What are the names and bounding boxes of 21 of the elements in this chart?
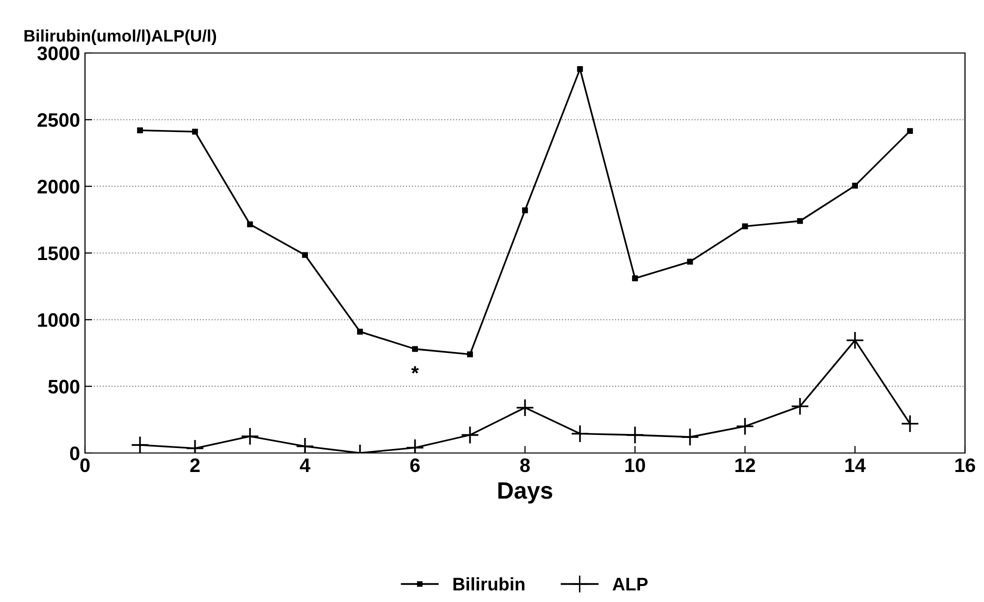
y-tick-label: 500 (48, 380, 80, 394)
annotation: * (411, 366, 419, 374)
x-tick-label: 14 (845, 458, 866, 472)
y-tick-label: 0 (70, 446, 80, 460)
x-tick-label: 16 (955, 458, 976, 472)
y-tick-label: 3000 (37, 46, 80, 60)
x-tick-label: 2 (190, 458, 200, 472)
legend-label: ALP (612, 578, 648, 590)
x-tick-label: 8 (520, 458, 530, 472)
x-tick-label: 4 (300, 458, 310, 472)
y-axis-title: Bilirubin(umol/l)ALP(U/l) (24, 29, 216, 45)
y-tick-label: 1000 (38, 313, 80, 327)
x-tick-label: 0 (80, 458, 90, 472)
x-axis-title: Days (498, 482, 552, 504)
x-tick-label: 12 (735, 458, 756, 472)
y-tick-label: 1500 (38, 246, 80, 260)
legend-label: Bilirubin (453, 577, 524, 591)
y-tick-label: 2500 (38, 113, 80, 127)
x-tick-label: 6 (410, 458, 420, 472)
x-tick-label: 10 (625, 458, 646, 472)
y-tick-label: 2000 (38, 180, 80, 194)
